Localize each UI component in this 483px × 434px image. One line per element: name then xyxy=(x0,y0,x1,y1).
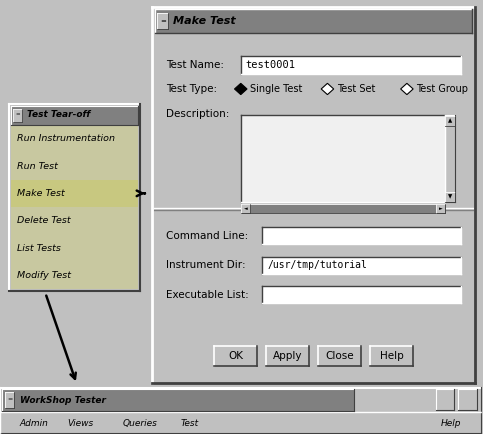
Bar xyxy=(5,392,14,408)
Bar xyxy=(157,13,168,29)
Bar xyxy=(445,116,455,126)
Bar xyxy=(262,227,461,244)
Text: Delete Test: Delete Test xyxy=(17,216,71,225)
Text: Apply: Apply xyxy=(273,351,302,361)
Bar xyxy=(445,192,455,202)
Bar xyxy=(262,256,461,274)
Polygon shape xyxy=(321,83,334,95)
Text: Test Group: Test Group xyxy=(416,84,469,94)
Text: Test Tear-off: Test Tear-off xyxy=(27,110,90,119)
Text: Help: Help xyxy=(440,418,461,427)
Text: Command Line:: Command Line: xyxy=(166,231,248,241)
Text: Close: Close xyxy=(325,351,354,361)
Bar xyxy=(214,346,257,366)
Bar xyxy=(11,125,138,289)
Bar xyxy=(11,180,138,207)
Text: Instrument Dir:: Instrument Dir: xyxy=(166,260,246,270)
Bar xyxy=(436,204,445,213)
Bar xyxy=(262,286,461,303)
Text: Test: Test xyxy=(181,418,199,427)
Text: Test Name:: Test Name: xyxy=(166,60,224,70)
Text: Modify Test: Modify Test xyxy=(17,271,71,280)
Bar xyxy=(458,389,477,410)
Text: Run Instrumentation: Run Instrumentation xyxy=(17,134,115,143)
Text: ►: ► xyxy=(439,206,442,211)
Bar xyxy=(445,115,455,202)
Bar xyxy=(155,9,472,33)
Bar xyxy=(266,346,309,366)
Bar xyxy=(241,115,445,202)
Text: Test Type:: Test Type: xyxy=(166,84,217,94)
Bar xyxy=(318,346,361,366)
Text: Views: Views xyxy=(68,418,94,427)
Bar xyxy=(436,389,454,410)
Text: =: = xyxy=(7,398,12,403)
Bar xyxy=(370,346,413,366)
Text: Make Test: Make Test xyxy=(173,16,236,26)
Text: Test Set: Test Set xyxy=(337,84,375,94)
Bar xyxy=(152,7,475,383)
Bar xyxy=(2,389,354,411)
Text: OK: OK xyxy=(228,351,243,361)
Text: List Tests: List Tests xyxy=(17,243,61,253)
Text: ▲: ▲ xyxy=(448,118,453,124)
Bar xyxy=(0,388,482,434)
Bar xyxy=(0,412,482,434)
Bar xyxy=(241,56,461,74)
Bar xyxy=(13,108,22,122)
Text: Run Test: Run Test xyxy=(17,161,58,171)
Bar xyxy=(9,104,140,291)
Polygon shape xyxy=(400,83,413,95)
Bar xyxy=(241,204,445,213)
Text: Make Test: Make Test xyxy=(17,189,65,198)
Text: Admin: Admin xyxy=(19,418,48,427)
Text: Executable List:: Executable List: xyxy=(166,290,249,300)
Text: ◄: ◄ xyxy=(244,206,247,211)
Text: /usr/tmp/tutorial: /usr/tmp/tutorial xyxy=(267,260,367,270)
Bar xyxy=(241,204,250,213)
Text: ▼: ▼ xyxy=(448,194,453,200)
Text: =: = xyxy=(15,112,20,117)
Text: test0001: test0001 xyxy=(245,60,296,70)
Text: Description:: Description: xyxy=(166,108,229,118)
Text: WorkShop Tester: WorkShop Tester xyxy=(20,396,106,404)
Polygon shape xyxy=(235,83,247,95)
Bar xyxy=(11,106,138,125)
Text: =: = xyxy=(160,18,166,24)
Text: Help: Help xyxy=(380,351,403,361)
Text: Single Test: Single Test xyxy=(250,84,303,94)
Text: Queries: Queries xyxy=(123,418,157,427)
